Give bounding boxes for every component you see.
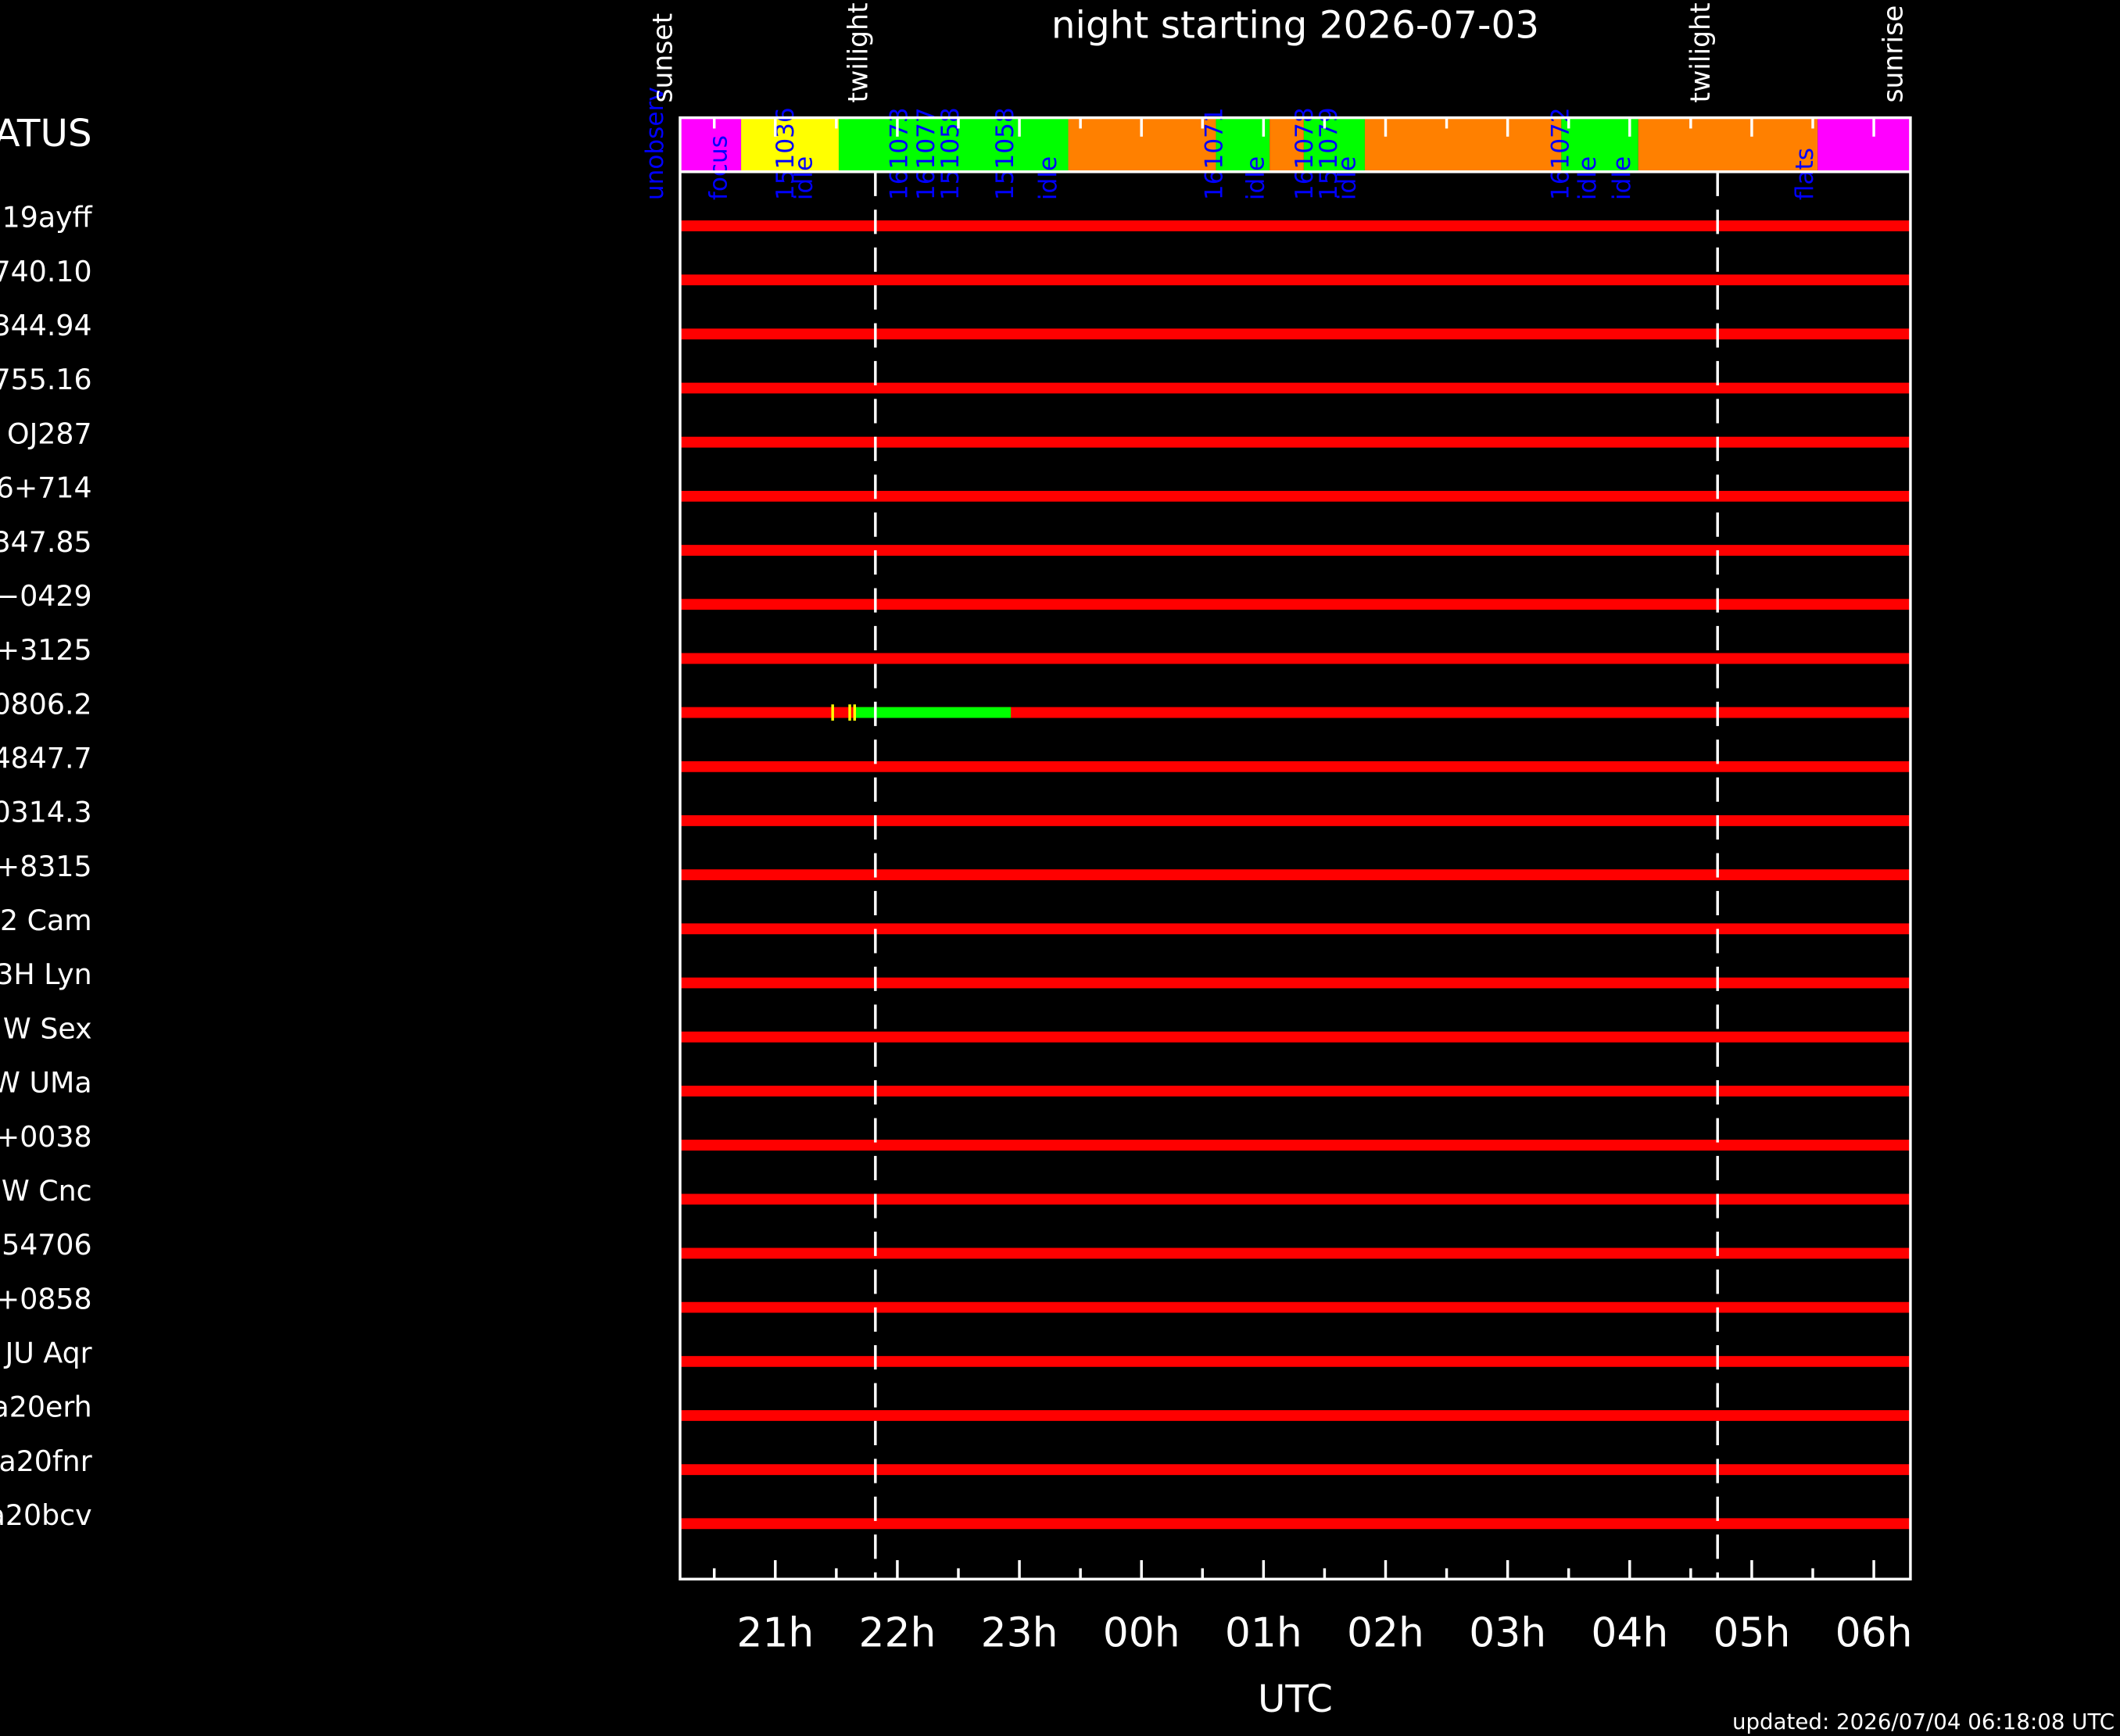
row-label: 54706	[2, 1228, 92, 1262]
event-label: sunrise	[1878, 5, 1910, 103]
row-label: +8315	[0, 850, 92, 883]
row-label: 3H Lyn	[0, 957, 92, 991]
status-block	[1561, 117, 1638, 172]
row-label: W Cnc	[2, 1174, 92, 1208]
x-tick-label: 05h	[1713, 1610, 1790, 1657]
status-label: idle	[1034, 156, 1062, 200]
status-label: 161071	[1200, 107, 1228, 200]
status-label: 161072	[1547, 107, 1575, 200]
row-label: 0806.2	[0, 687, 92, 721]
row-label: JU Aqr	[4, 1337, 92, 1370]
status-label: idle	[1241, 156, 1269, 200]
row-label: +0038	[0, 1120, 92, 1154]
row-label: +0858	[0, 1282, 92, 1315]
status-block	[1638, 117, 1818, 172]
chart-title: night starting 2026-07-03	[1051, 4, 1539, 48]
event-label: twilight	[1685, 2, 1717, 102]
row-label: OJ287	[7, 417, 92, 450]
row-label: −0429	[0, 579, 92, 613]
x-tick-label: 06h	[1835, 1610, 1913, 1657]
status-block	[741, 117, 839, 172]
status-label: 151079	[1315, 107, 1343, 200]
status-label: focus	[704, 135, 732, 200]
status-block	[1269, 117, 1304, 172]
row-label: 740.10	[0, 255, 92, 288]
status-block	[1364, 117, 1562, 172]
row-label: 6+714	[0, 471, 92, 505]
row-label: 347.85	[0, 525, 92, 559]
status-label: flats	[1791, 148, 1819, 200]
status-label: 161073	[885, 107, 913, 200]
status-block	[1216, 117, 1270, 172]
status-label: 151058	[991, 107, 1019, 200]
x-tick-label: 03h	[1469, 1610, 1546, 1657]
row-label: 755.16	[0, 363, 92, 396]
status-block	[838, 117, 1069, 172]
status-label: 161077	[912, 107, 940, 200]
status-label: 151058	[936, 107, 965, 200]
x-axis-label: UTC	[1258, 1677, 1333, 1721]
status-label: 161078	[1291, 107, 1319, 200]
event-label: sunset	[648, 13, 679, 103]
x-tick-label: 00h	[1103, 1610, 1180, 1657]
event-label: twilight	[843, 2, 874, 102]
x-tick-label: 21h	[736, 1610, 814, 1657]
row-label: 19ayff	[2, 201, 93, 234]
status-block	[1817, 117, 1911, 172]
row-label: +3125	[0, 633, 92, 667]
row-label: W UMa	[0, 1066, 92, 1100]
row-label: 2 Cam	[0, 904, 92, 937]
status-label: idle	[790, 156, 818, 200]
x-tick-label: 04h	[1591, 1610, 1668, 1657]
status-label: idle	[1333, 156, 1361, 200]
row-label: a20erh	[0, 1391, 92, 1424]
row-label: W Sex	[3, 1011, 92, 1045]
header: ATUS	[0, 112, 92, 156]
row-label: 4847.7	[0, 742, 92, 775]
x-tick-label: 22h	[858, 1610, 936, 1657]
footer: updated: 2026/07/04 06:18:08 UTC	[1732, 1709, 2115, 1734]
plot-frame	[679, 116, 1912, 1580]
row-label: a20fnr	[0, 1444, 92, 1478]
x-tick-label: 23h	[981, 1610, 1058, 1657]
x-tick-label: 02h	[1347, 1610, 1424, 1657]
status-label: idle	[1608, 156, 1636, 200]
status-label: unobserv	[641, 87, 669, 200]
row-label: 344.94	[0, 309, 92, 342]
status-label: idle	[1574, 156, 1602, 200]
row-label: a20bcv	[0, 1498, 92, 1532]
status-block	[679, 117, 742, 172]
status-block	[1303, 117, 1365, 172]
x-tick-label: 01h	[1225, 1610, 1302, 1657]
row-label: 0314.3	[0, 796, 92, 829]
